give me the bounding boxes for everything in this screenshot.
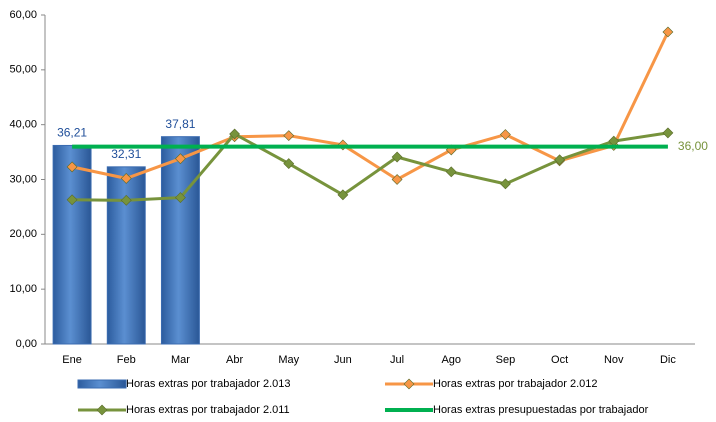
x-tick-label: Abr xyxy=(226,354,243,366)
data-label: 36,00 xyxy=(678,139,708,153)
x-tick-label: Ene xyxy=(62,354,82,366)
y-tick-label: 50,00 xyxy=(9,64,37,76)
x-tick-label: Oct xyxy=(551,354,568,366)
x-tick-label: Feb xyxy=(117,354,136,366)
legend-label: Horas extras por trabajador 2.012 xyxy=(433,378,597,390)
marker xyxy=(120,172,132,184)
y-tick-label: 20,00 xyxy=(9,228,37,240)
bar xyxy=(52,144,92,345)
bar xyxy=(106,166,146,345)
x-tick-label: Jul xyxy=(390,354,404,366)
marker xyxy=(662,26,674,38)
marker xyxy=(391,151,403,163)
marker xyxy=(499,129,511,140)
line xyxy=(71,31,670,182)
y-tick-label: 10,00 xyxy=(9,283,37,295)
marker xyxy=(499,178,511,190)
data-label: 37,81 xyxy=(165,117,195,131)
marker xyxy=(337,189,349,201)
data-label: 36,21 xyxy=(57,126,87,140)
line xyxy=(72,131,669,202)
marker xyxy=(174,192,186,204)
x-tick-label: Jun xyxy=(334,354,352,366)
x-tick-label: Dic xyxy=(660,354,676,366)
y-tick-label: 0,00 xyxy=(16,338,37,350)
marker xyxy=(120,194,132,206)
bar xyxy=(160,136,200,345)
y-tick-label: 60,00 xyxy=(9,9,37,21)
marker xyxy=(445,166,457,178)
y-tick-label: 30,00 xyxy=(9,173,37,185)
data-label: 32,31 xyxy=(111,147,141,161)
legend-marker xyxy=(403,378,415,390)
marker xyxy=(66,194,78,206)
marker xyxy=(229,128,241,140)
marker xyxy=(66,161,78,173)
legend-marker xyxy=(96,404,108,416)
x-tick-label: Mar xyxy=(171,354,190,366)
y-tick-label: 40,00 xyxy=(9,119,37,131)
x-tick-label: Nov xyxy=(604,354,624,366)
marker xyxy=(554,154,566,166)
marker xyxy=(283,158,295,170)
marker xyxy=(174,153,186,165)
marker xyxy=(391,174,403,185)
x-tick-label: Ago xyxy=(441,354,461,366)
legend-swatch xyxy=(77,379,127,389)
marker xyxy=(283,130,295,142)
legend-label: Horas extras presupuestadas por trabajad… xyxy=(433,404,649,416)
legend-label: Horas extras por trabajador 2.011 xyxy=(126,404,290,416)
x-tick-label: Sep xyxy=(496,354,516,366)
x-tick-label: May xyxy=(278,354,299,366)
marker xyxy=(662,127,674,139)
legend-label: Horas extras por trabajador 2.013 xyxy=(126,378,290,390)
